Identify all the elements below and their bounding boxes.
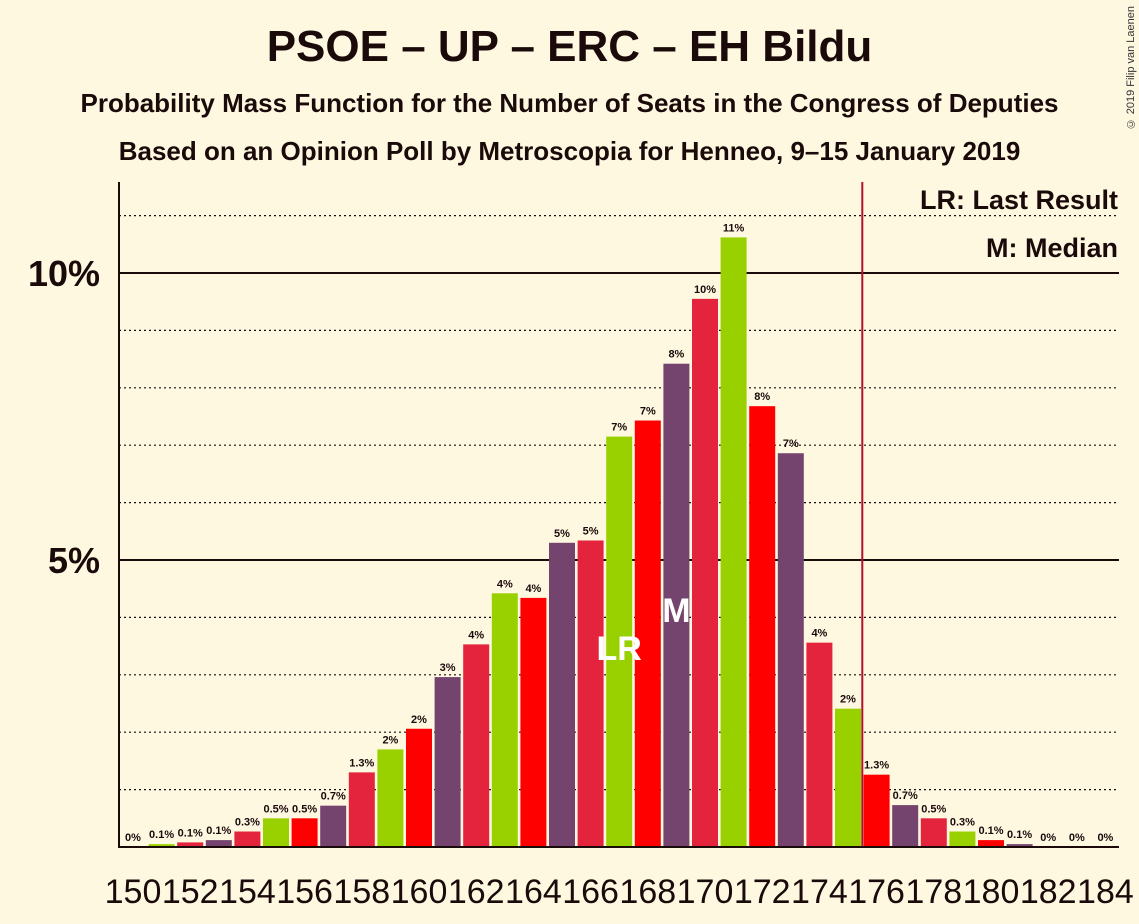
- bar-value-label: 11%: [723, 222, 745, 234]
- bar-value-label: 0.7%: [321, 791, 346, 803]
- bar-seats-167: [606, 436, 633, 847]
- bar-value-label: 4%: [811, 628, 827, 640]
- x-tick-label: 150: [105, 873, 162, 911]
- x-tick-label: 170: [677, 873, 734, 911]
- bar-seats-174: [806, 642, 833, 847]
- bar-seats-169: [663, 363, 690, 847]
- bar-seats-176: [863, 774, 890, 847]
- bar-seats-162: [463, 644, 490, 847]
- bar-value-label: 0.5%: [263, 803, 288, 815]
- bar-value-label: 2%: [382, 734, 398, 746]
- x-tick-label: 180: [963, 873, 1020, 911]
- x-tick-label: 154: [219, 873, 276, 911]
- bar-seats-161: [434, 677, 461, 847]
- bar-value-label: 4%: [525, 583, 541, 595]
- bar-value-label: 2%: [840, 694, 856, 706]
- x-tick-label: 172: [734, 873, 791, 911]
- bar-seats-151: [148, 844, 175, 847]
- bar-seats-160: [406, 728, 432, 847]
- bar-value-label: 0%: [1040, 832, 1056, 844]
- x-tick-label: 166: [562, 873, 619, 911]
- legend-median: M: Median: [986, 233, 1118, 263]
- bar-value-label: 3%: [440, 662, 456, 674]
- bar-value-label: 0.7%: [893, 790, 918, 802]
- x-tick-label: 184: [1077, 873, 1134, 911]
- bar-seats-156: [291, 818, 318, 847]
- median-marker: M: [662, 592, 690, 630]
- bar-seats-164: [520, 597, 547, 847]
- bar-seats-157: [320, 805, 347, 847]
- bar-seats-170: [692, 298, 718, 848]
- bar-value-label: 0%: [125, 832, 141, 844]
- bar-seats-154: [234, 831, 261, 847]
- bar-value-label: 1.3%: [864, 760, 889, 772]
- bar-value-label: 7%: [640, 406, 656, 418]
- chart-subtitle-poll: Based on an Opinion Poll by Metroscopia …: [118, 136, 1021, 166]
- bar-seats-163: [491, 593, 518, 847]
- bar-value-label: 7%: [783, 438, 799, 450]
- legend-last-result: LR: Last Result: [920, 185, 1118, 215]
- bar-value-label: 8%: [754, 391, 770, 403]
- bar-seats-159: [377, 749, 404, 847]
- bar-seats-153: [205, 840, 232, 847]
- bar-seats-166: [577, 540, 604, 847]
- bar-value-label: 8%: [668, 349, 684, 361]
- bar-value-label: 10%: [694, 284, 716, 296]
- bar-seats-171: [720, 237, 747, 848]
- x-tick-label: 182: [1020, 873, 1077, 911]
- bar-value-label: 5%: [554, 528, 570, 540]
- bar-value-label: 0.1%: [206, 825, 231, 837]
- bar-value-label: 0.1%: [178, 827, 203, 839]
- x-tick-label: 158: [333, 873, 390, 911]
- x-tick-label: 162: [448, 873, 505, 911]
- bar-seats-173: [777, 453, 804, 847]
- x-tick-label: 176: [848, 873, 905, 911]
- bar-seats-180: [978, 840, 1004, 847]
- y-tick-label: 10%: [28, 253, 100, 294]
- x-tick-label: 178: [905, 873, 962, 911]
- x-tick-label: 168: [619, 873, 676, 911]
- bar-value-label: 0.1%: [149, 829, 174, 841]
- bar-value-label: 0.1%: [978, 825, 1003, 837]
- bar-value-label: 1.3%: [349, 757, 374, 769]
- bar-seats-172: [749, 406, 776, 847]
- bar-value-label: 2%: [411, 714, 427, 726]
- bar-value-label: 4%: [497, 578, 513, 590]
- bar-seats-178: [920, 818, 947, 847]
- chart-title: PSOE – UP – ERC – EH Bildu: [266, 22, 873, 71]
- bar-value-label: 0%: [1097, 832, 1113, 844]
- last-result-marker: LR: [597, 630, 642, 668]
- bar-seats-177: [892, 805, 919, 847]
- bar-seats-179: [949, 831, 976, 847]
- chart-subtitle-pmf: Probability Mass Function for the Number…: [80, 88, 1059, 118]
- y-tick-label: 5%: [48, 540, 100, 581]
- bar-seats-165: [549, 542, 575, 847]
- x-tick-label: 156: [276, 873, 333, 911]
- bar-value-label: 4%: [468, 629, 484, 641]
- x-tick-label: 174: [791, 873, 848, 911]
- x-tick-label: 152: [162, 873, 219, 911]
- bar-seats-168: [634, 420, 661, 847]
- bar-value-label: 0.3%: [950, 817, 975, 829]
- bar-value-label: 0.3%: [235, 817, 260, 829]
- bar-value-label: 7%: [611, 422, 627, 434]
- bar-seats-155: [263, 818, 289, 847]
- bar-value-label: 0.1%: [1007, 829, 1032, 841]
- bar-seats-152: [177, 842, 204, 847]
- bar-value-label: 0.5%: [921, 803, 946, 815]
- x-tick-label: 164: [505, 873, 562, 911]
- bar-value-label: 5%: [583, 525, 599, 537]
- bar-seats-175: [835, 708, 861, 847]
- bar-value-label: 0.5%: [292, 803, 317, 815]
- bar-value-label: 0%: [1069, 832, 1085, 844]
- x-tick-label: 160: [391, 873, 448, 911]
- bar-seats-158: [348, 772, 375, 847]
- bar-seats-181: [1006, 844, 1033, 847]
